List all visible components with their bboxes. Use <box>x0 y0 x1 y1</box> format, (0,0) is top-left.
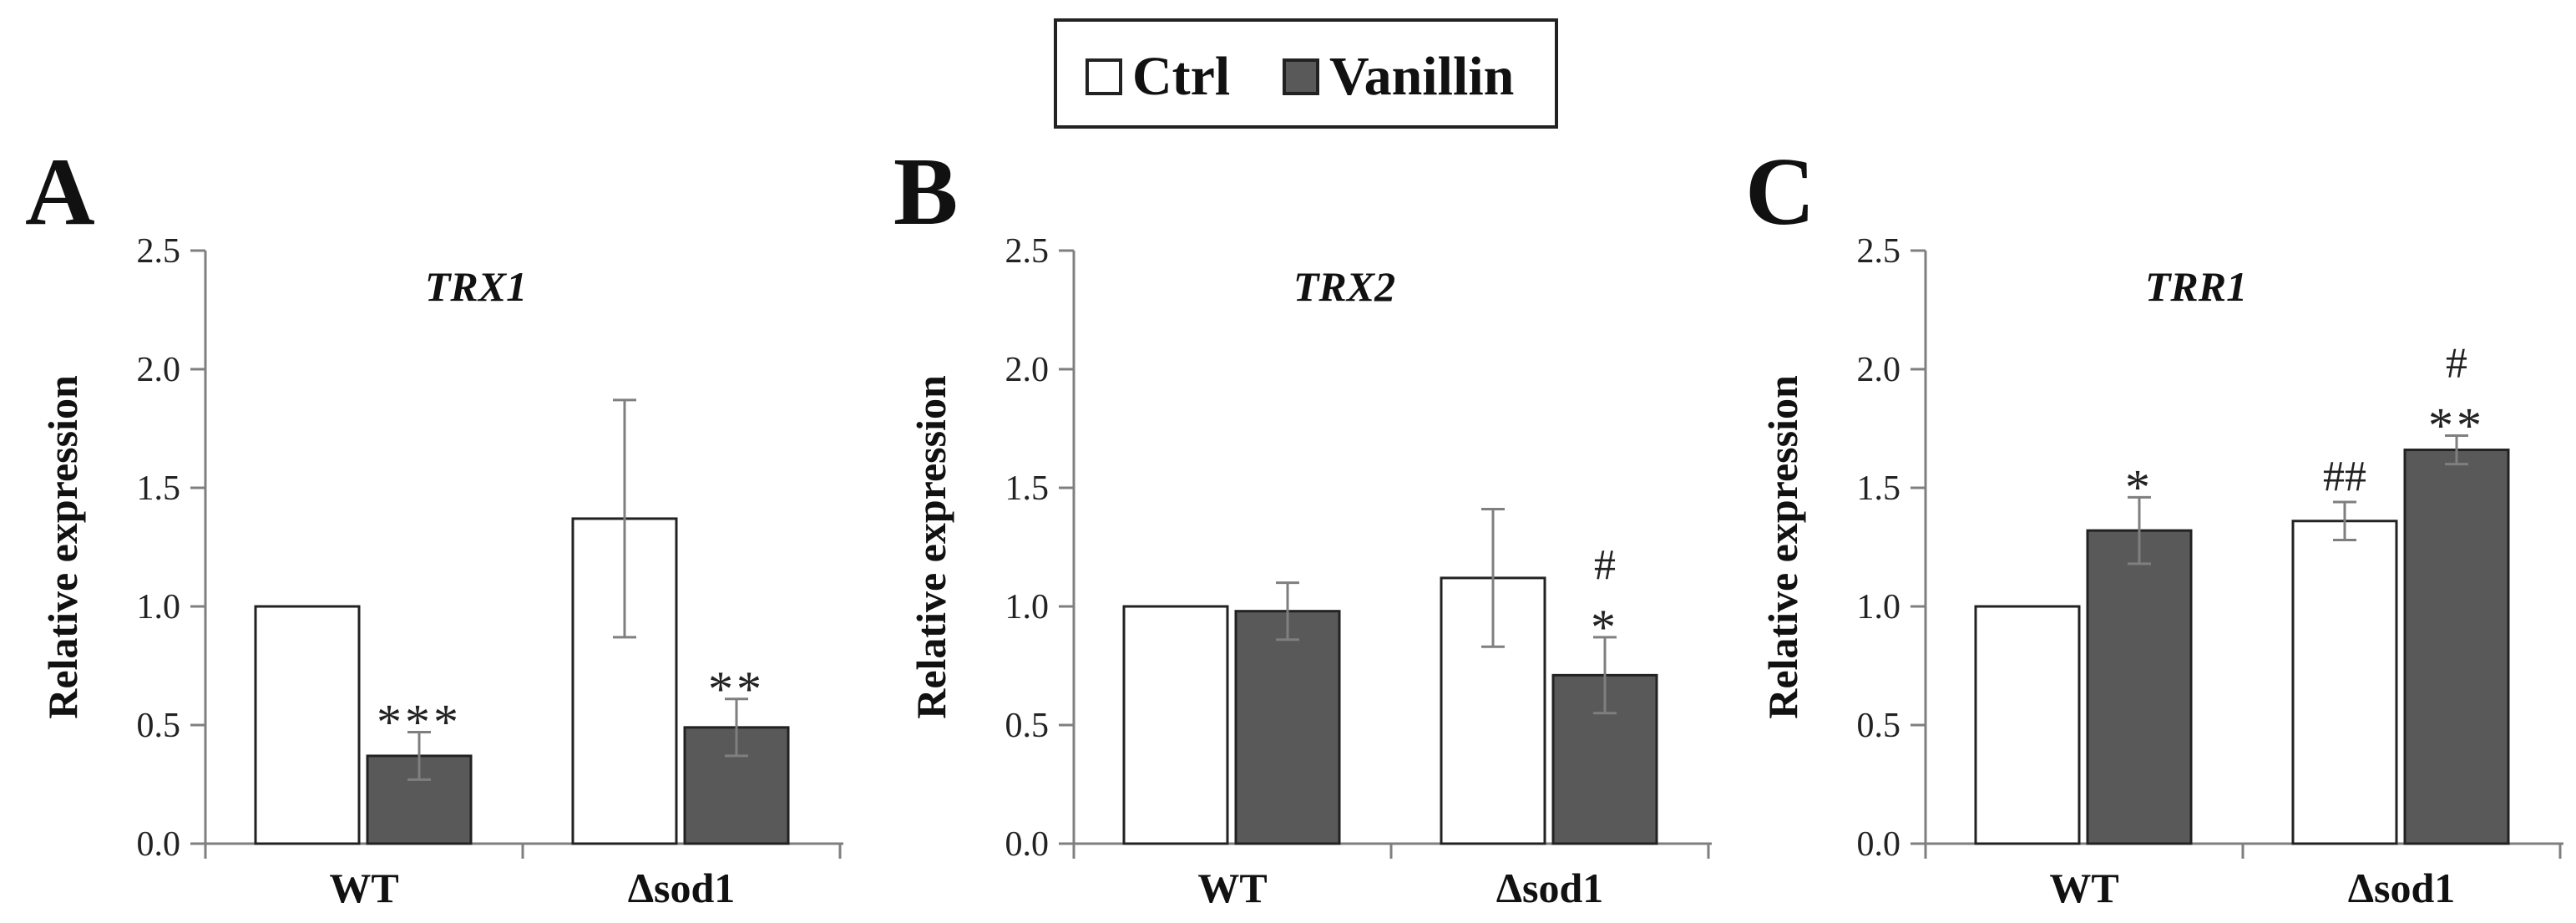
significance-mark: # <box>1594 541 1616 589</box>
y-tick-label: 1.0 <box>137 588 181 626</box>
bar-ctrl <box>2291 520 2398 845</box>
chart-panel-a: A 0.0 0.5 1.0 1.5 2.0 2.5 WT Δsod1 *** ** TRX1 Relat… <box>0 0 860 923</box>
y-tick-label: 2.5 <box>1005 232 1050 271</box>
y-tick-label: 2.0 <box>1857 351 1901 389</box>
bar-chart-trx1: A0.00.51.01.52.02.5WT Δsod1*****TRX1Relat… <box>25 139 843 911</box>
x-category-label: WT <box>329 865 398 911</box>
chart-legend: Ctrl Vanillin <box>1054 18 1558 129</box>
bar-ctrl <box>254 605 361 845</box>
x-category-label: WT <box>2049 865 2118 911</box>
legend-label-vanillin: Vanillin <box>1329 46 1515 107</box>
bar-ctrl <box>571 517 678 845</box>
y-tick-label: 1.5 <box>1005 469 1050 508</box>
significance-mark: * <box>1591 600 1619 655</box>
y-tick-label: 1.0 <box>1857 588 1901 626</box>
panel-letter: B <box>893 139 958 246</box>
y-tick-label: 0.0 <box>137 825 181 864</box>
y-tick-label: 0.5 <box>1005 707 1050 745</box>
y-axis-label: Relative expression <box>1759 375 1806 719</box>
chart-title: TRX2 <box>1293 263 1395 310</box>
y-tick-label: 1.5 <box>1857 469 1901 508</box>
bar-chart-trr1: C 0.0 0.5 1.0 1.5 2.0 2.5 WT Δsod1 * ## ** # TRR1 Rela… <box>1745 139 2563 911</box>
significance-mark: ** <box>708 662 765 717</box>
y-tick-label: 1.0 <box>1005 588 1050 626</box>
panel-letter: A <box>25 139 95 246</box>
chart-title: TRR1 <box>2145 263 2247 310</box>
y-tick-label: 1.5 <box>137 469 181 508</box>
y-tick-label: 2.0 <box>137 351 181 389</box>
significance-mark: # <box>2446 340 2467 388</box>
bar-chart-trx2: B 0.0 0.5 1.0 1.5 2.0 2.5 WT Δsod1 * # TRX2 Relative… <box>893 139 1712 911</box>
significance-mark: * <box>2125 459 2153 515</box>
bar-vanillin <box>1234 610 1341 845</box>
x-category-label: Δsod1 <box>1496 865 1604 911</box>
legend-label-ctrl: Ctrl <box>1132 46 1231 107</box>
y-axis-label: Relative expression <box>908 375 954 719</box>
chart-title: TRX1 <box>425 263 527 310</box>
legend-swatch-ctrl <box>1086 58 1122 95</box>
y-tick-label: 0.0 <box>1857 825 1901 864</box>
significance-mark: ** <box>2428 398 2485 454</box>
y-tick-label: 2.0 <box>1005 351 1050 389</box>
significance-mark: *** <box>377 695 462 750</box>
legend-swatch-vanillin <box>1283 58 1319 95</box>
y-tick-label: 0.5 <box>137 707 181 745</box>
chart-panel-b: B 0.0 0.5 1.0 1.5 2.0 2.5 WT Δsod1 * # TRX2 Relative… <box>868 0 1728 923</box>
y-tick-label: 0.0 <box>1005 825 1050 864</box>
x-category-label: Δsod1 <box>2348 865 2456 911</box>
chart-panel-c: C 0.0 0.5 1.0 1.5 2.0 2.5 WT Δsod1 * ## ** # TRR1 Rela… <box>1720 0 2576 923</box>
y-axis-label: Relative expression <box>39 375 86 719</box>
bar-vanillin <box>2086 529 2193 845</box>
bar-vanillin <box>2403 449 2510 845</box>
panel-letter: C <box>1745 139 1815 246</box>
x-category-label: WT <box>1197 865 1267 911</box>
bar-ctrl <box>1122 605 1229 845</box>
significance-mark: ## <box>2323 453 2366 500</box>
y-tick-label: 2.5 <box>1857 232 1901 271</box>
y-tick-label: 0.5 <box>1857 707 1901 745</box>
bar-ctrl <box>1974 605 2081 845</box>
x-category-label: Δsod1 <box>628 865 736 911</box>
y-tick-label: 2.5 <box>137 232 181 271</box>
